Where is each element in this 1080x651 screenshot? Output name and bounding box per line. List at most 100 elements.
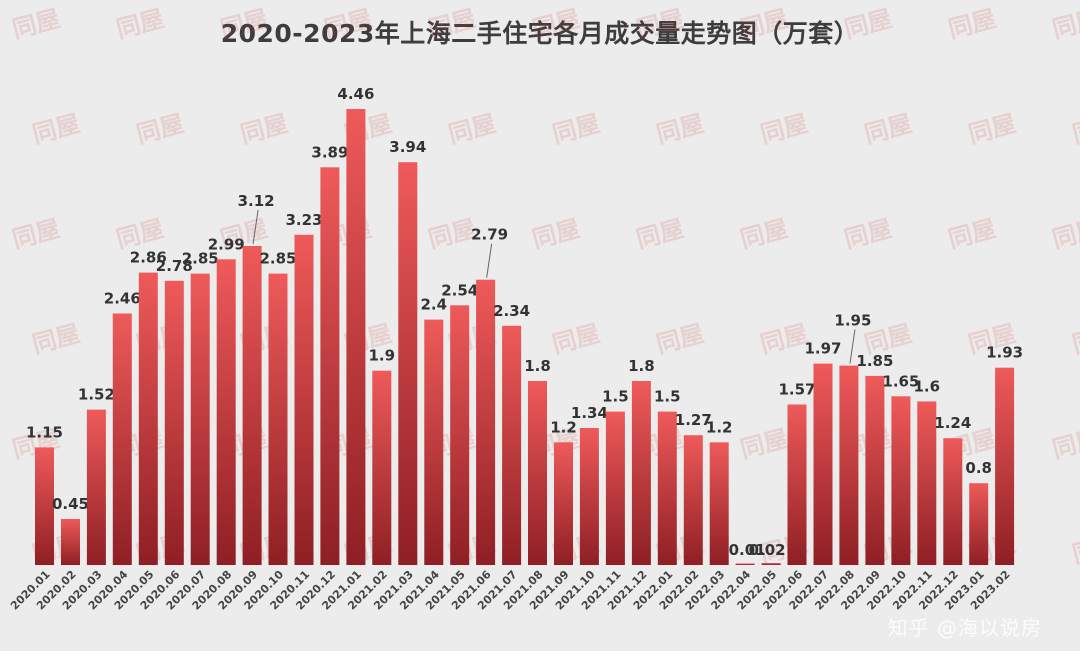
data-label-2023.02: 1.93 [986, 344, 1023, 362]
bar-2021.11 [605, 411, 625, 565]
bar-2022.06 [787, 404, 807, 565]
logo-stamp: 同屋 [237, 109, 291, 148]
label-leader-line [486, 243, 493, 278]
data-label-2020.02: 0.45 [52, 495, 89, 513]
data-label-2022.04: 0.01 [729, 541, 766, 559]
data-label-2021.01: 4.46 [337, 85, 374, 103]
data-label-2021.09: 1.2 [550, 418, 577, 436]
logo-stamp: 同屋 [29, 319, 83, 358]
bar-2020.01 [35, 447, 54, 565]
bar-2022.05 [761, 563, 781, 565]
bar-2022.11 [917, 401, 937, 565]
data-label-2020.11: 3.23 [285, 211, 322, 229]
bar-2021.05 [450, 305, 470, 565]
logo-stamp: 同屋 [529, 214, 583, 253]
logo-stamp: 同屋 [1069, 109, 1080, 148]
data-label-2020.03: 1.52 [78, 386, 115, 404]
logo-stamp: 同屋 [737, 4, 791, 43]
bar-2022.01 [657, 411, 677, 565]
bar-2021.01 [346, 109, 366, 565]
data-label-2021.10: 1.34 [571, 404, 608, 422]
bar-2020.08 [216, 259, 236, 565]
bar-2020.02 [61, 519, 80, 565]
logo-stamp: 同屋 [133, 109, 187, 148]
logo-stamp: 同屋 [633, 4, 687, 43]
bar-2021.10 [579, 428, 599, 565]
data-label-2022.03: 1.2 [706, 418, 733, 436]
data-label-2020.01: 1.15 [26, 423, 63, 441]
logo-stamp: 同屋 [9, 4, 63, 43]
data-label-2021.02: 1.9 [369, 347, 396, 365]
logo-stamp: 同屋 [217, 4, 271, 43]
data-label-2022.12: 1.24 [934, 414, 971, 432]
logo-stamp: 同屋 [653, 319, 707, 358]
bar-2020.06 [164, 280, 184, 565]
bar-2022.08 [839, 365, 859, 565]
logo-stamp: 同屋 [321, 4, 375, 43]
data-label-2020.10: 2.85 [259, 250, 296, 268]
data-label-2022.01: 1.5 [654, 388, 681, 406]
logo-stamp: 同屋 [1049, 214, 1080, 253]
logo-stamp: 同屋 [445, 109, 499, 148]
logo-stamp: 同屋 [841, 4, 895, 43]
bar-2020.11 [294, 234, 314, 566]
bar-2021.09 [554, 442, 573, 565]
bar-2023.01 [969, 483, 989, 565]
logo-stamp: 同屋 [653, 109, 707, 148]
data-label-2023.01: 0.8 [965, 459, 992, 477]
bar-2021.04 [424, 319, 444, 565]
bar-2022.09 [865, 375, 885, 565]
data-label-2020.09: 3.12 [238, 192, 275, 210]
bar-2022.04 [735, 563, 755, 565]
logo-stamp: 同屋 [1049, 4, 1080, 43]
bar-2020.12 [320, 167, 340, 566]
logo-stamp: 同屋 [861, 109, 915, 148]
logo-stamp: 同屋 [945, 214, 999, 253]
logo-stamp: 同屋 [29, 109, 83, 148]
data-label-2022.05: 0.02 [749, 541, 786, 559]
bar-2020.09 [242, 246, 262, 565]
bar-2022.10 [891, 396, 911, 565]
bar-2021.08 [528, 381, 547, 565]
data-label-2020.06: 2.78 [156, 257, 193, 275]
logo-stamp: 同屋 [965, 109, 1019, 148]
data-label-2022.07: 1.97 [804, 340, 841, 358]
data-label-2022.10: 1.65 [882, 372, 919, 390]
logo-stamp: 同屋 [549, 109, 603, 148]
data-label-2020.08: 2.99 [208, 235, 245, 253]
data-label-2020.12: 3.89 [311, 143, 348, 161]
data-label-2021.03: 3.94 [389, 138, 426, 156]
data-label-2020.05: 2.86 [130, 249, 167, 267]
logo-stamp: 同屋 [1069, 319, 1080, 358]
watermark-text: 知乎 @海以说房 [887, 616, 1042, 640]
logo-stamp: 同屋 [737, 214, 791, 253]
bar-2020.10 [268, 273, 288, 565]
data-label-2021.04: 2.4 [421, 296, 448, 314]
bar-2022.12 [943, 438, 963, 565]
data-label-2021.08: 1.8 [524, 357, 551, 375]
data-label-2021.12: 1.8 [628, 357, 655, 375]
bar-2021.02 [372, 370, 392, 565]
data-label-2022.11: 1.6 [914, 377, 941, 395]
bar-2022.07 [813, 363, 833, 565]
logo-stamp: 同屋 [1049, 424, 1080, 463]
data-label-2022.06: 1.57 [778, 381, 815, 399]
data-label-2022.09: 1.85 [856, 352, 893, 370]
data-label-2021.07: 2.34 [493, 302, 530, 320]
logo-stamp: 同屋 [1069, 529, 1080, 568]
bar-2020.07 [190, 273, 210, 565]
data-label-2021.05: 2.54 [441, 281, 478, 299]
logo-stamp: 同屋 [737, 424, 791, 463]
bar-2021.07 [502, 325, 522, 565]
bar-2020.05 [138, 272, 158, 565]
data-label-2021.06: 2.79 [471, 226, 508, 244]
bar-2023.02 [995, 367, 1015, 565]
logo-stamp: 同屋 [841, 214, 895, 253]
data-label-2020.07: 2.85 [182, 250, 219, 268]
logo-stamp: 同屋 [633, 214, 687, 253]
label-leader-line [849, 329, 856, 364]
data-label-2022.02: 1.27 [675, 411, 712, 429]
logo-stamp: 同屋 [113, 4, 167, 43]
logo-stamp: 同屋 [9, 214, 63, 253]
